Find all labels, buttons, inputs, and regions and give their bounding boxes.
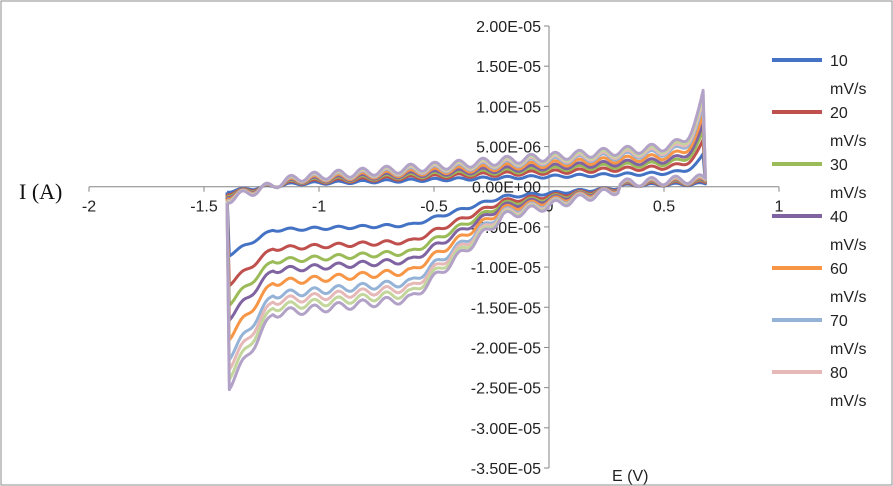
- legend-unit: mV/s: [830, 237, 866, 254]
- y-tick-label: -1.50E-05: [471, 300, 541, 317]
- x-tick-label: -1: [312, 199, 326, 216]
- y-tick-label: 0.00E+00: [472, 180, 541, 197]
- y-tick-label: -1.00E-05: [471, 260, 541, 277]
- x-tick-label: -2: [82, 199, 96, 216]
- legend-label: 70: [830, 313, 848, 330]
- y-tick-label: 1.50E-05: [476, 59, 541, 76]
- y-tick-label: -3.00E-05: [471, 421, 541, 438]
- legend-unit: mV/s: [830, 185, 866, 202]
- x-tick-label: -1.5: [190, 199, 218, 216]
- x-tick-label: 0.5: [653, 199, 675, 216]
- y-tick-label: 1.00E-05: [476, 99, 541, 116]
- y-tick-label: -3.50E-05: [471, 461, 541, 478]
- legend-label: 40: [830, 209, 848, 226]
- y-axis-label: I (A): [19, 179, 62, 204]
- y-tick-label: 2.00E-05: [476, 19, 541, 36]
- x-axis-label: E (V): [612, 468, 648, 485]
- legend-unit: mV/s: [830, 341, 866, 358]
- x-tick-label: 1: [775, 199, 784, 216]
- y-tick-label: -2.50E-05: [471, 381, 541, 398]
- y-tick-label: -2.00E-05: [471, 340, 541, 357]
- legend: 10 mV/s 20 mV/s 30 mV/s 40 mV/s 60 mV/s 70 mV/s 80 mV…: [772, 53, 866, 410]
- series-line-8: [225, 88, 707, 392]
- legend-label: 80: [830, 365, 848, 382]
- legend-label: 30: [830, 157, 848, 174]
- y-tick-label: 5.00E-06: [476, 140, 541, 157]
- legend-label: 10: [830, 53, 848, 70]
- legend-label: 60: [830, 261, 848, 278]
- legend-unit: mV/s: [830, 81, 866, 98]
- x-tick-label: -0.5: [420, 199, 448, 216]
- legend-unit: mV/s: [830, 133, 866, 150]
- legend-label: 20: [830, 105, 848, 122]
- legend-unit: mV/s: [830, 289, 866, 306]
- legend-unit: mV/s: [830, 393, 866, 410]
